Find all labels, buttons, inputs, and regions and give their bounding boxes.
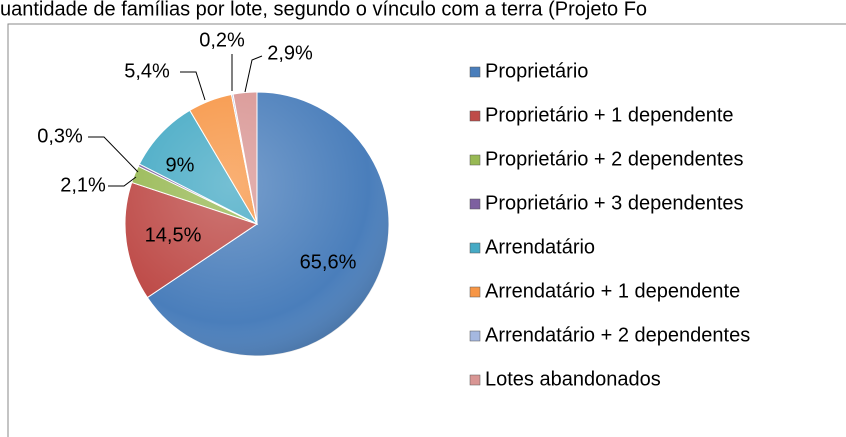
data-label: 0,3% xyxy=(37,125,83,147)
legend-label: Arrendatário xyxy=(485,236,595,258)
data-label: 2,9% xyxy=(267,42,313,64)
legend-swatch xyxy=(469,110,481,122)
data-label: 14,5% xyxy=(145,224,202,246)
leader-line xyxy=(108,176,137,187)
legend-label: Lotes abandonados xyxy=(485,368,661,390)
legend: Proprietário Proprietário + 1 dependente P… xyxy=(469,60,750,390)
legend-swatch xyxy=(469,154,481,166)
legend-label: Arrendatário + 2 dependentes xyxy=(485,324,750,346)
leader-line xyxy=(244,55,263,93)
data-label: 5,4% xyxy=(124,60,170,82)
chart-frame xyxy=(7,23,846,437)
data-label: 0,2% xyxy=(199,29,245,51)
legend-swatch xyxy=(469,286,481,298)
leader-line xyxy=(180,71,206,101)
legend-swatch xyxy=(469,374,481,386)
leader-line xyxy=(88,136,139,173)
legend-label: Proprietário + 1 dependente xyxy=(485,104,734,126)
data-label: 2,1% xyxy=(60,174,106,196)
legend-swatch xyxy=(469,330,481,342)
legend-swatch xyxy=(469,66,481,78)
legend-swatch xyxy=(469,242,481,254)
title-bg xyxy=(0,0,846,22)
legend-label: Proprietário + 2 dependentes xyxy=(485,148,744,170)
data-label: 9% xyxy=(166,154,195,176)
legend-label: Proprietário xyxy=(485,60,588,82)
legend-swatch xyxy=(469,198,481,210)
legend-label: Proprietário + 3 dependentes xyxy=(485,192,744,214)
chart-title: uantidade de famílias por lote, segundo … xyxy=(0,0,647,20)
legend-label: Arrendatário + 1 dependente xyxy=(485,280,740,302)
data-label: 65,6% xyxy=(300,251,357,273)
data-labels: 65,6% 14,5% 2,1% 0,3% 9% 5,4% 0,2% 2,9% xyxy=(37,29,356,273)
